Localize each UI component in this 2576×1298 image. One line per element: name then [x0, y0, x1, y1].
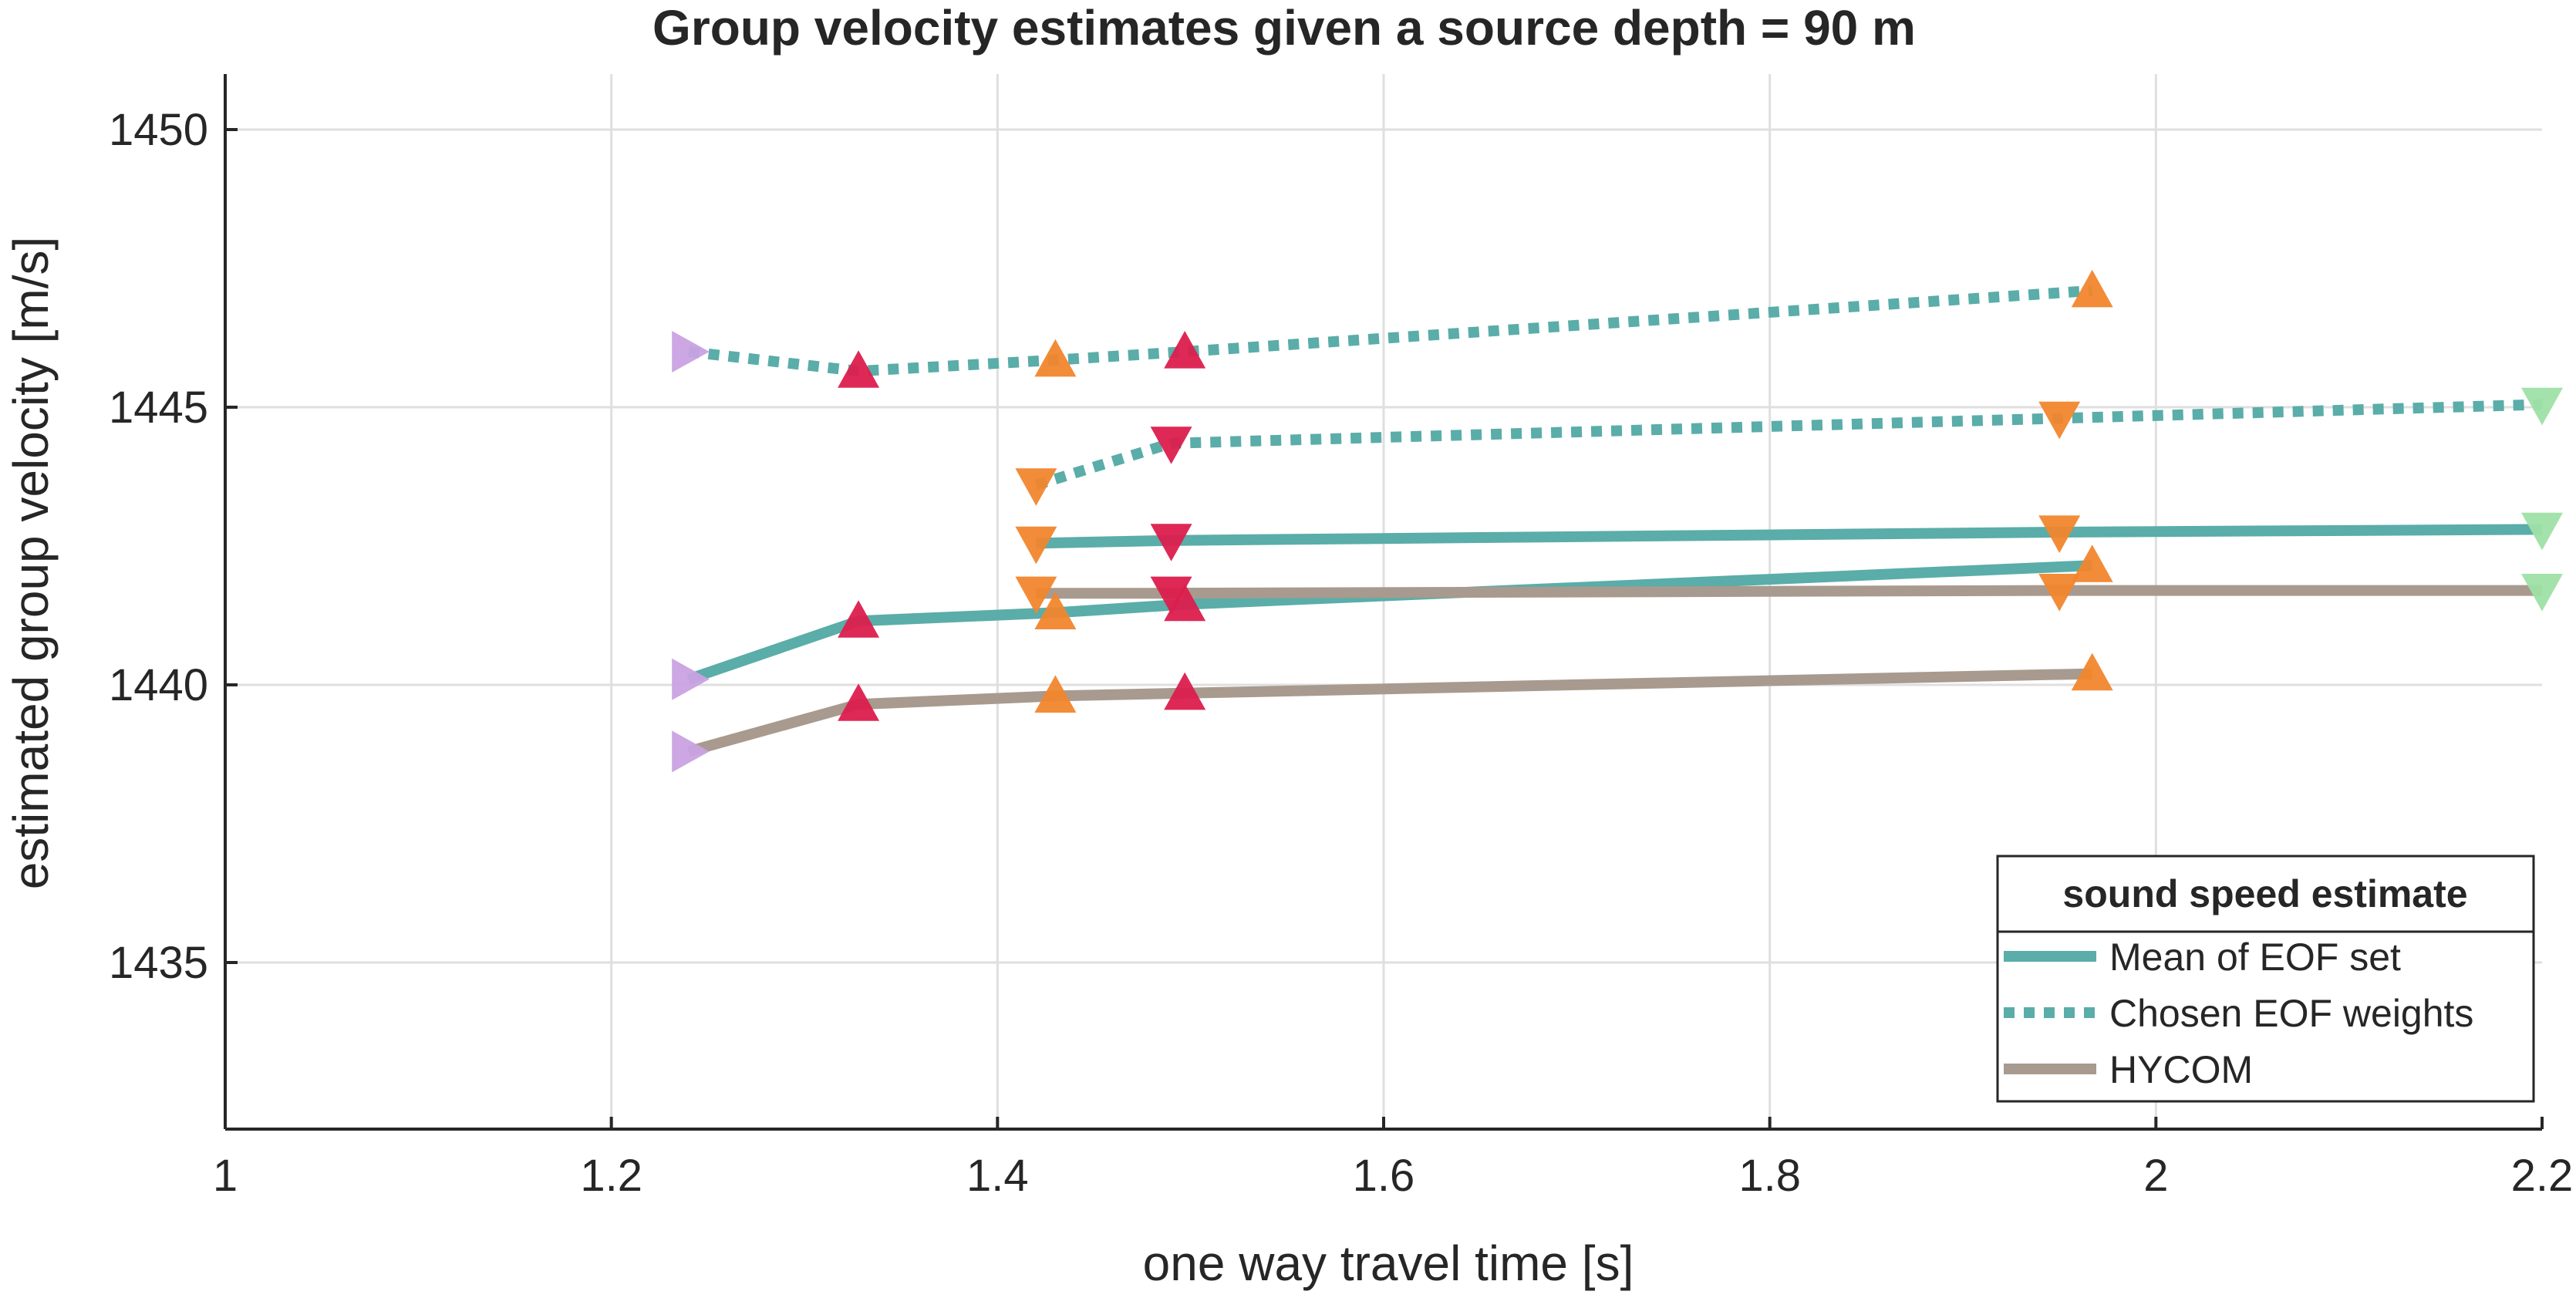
data-point-marker: [1015, 526, 1057, 565]
data-point-marker: [1034, 339, 1077, 377]
data-point-marker: [2038, 401, 2081, 440]
y-tick-label: 1440: [109, 660, 208, 710]
data-point-marker: [1164, 331, 1206, 369]
data-point-marker: [1150, 524, 1192, 561]
x-tick-label: 1.6: [1353, 1151, 1415, 1201]
data-point-marker: [1015, 468, 1057, 506]
legend-label-hycom: HYCOM: [2109, 1048, 2253, 1091]
series-line-solid: [1036, 585, 2542, 599]
series-line-solid: [1036, 524, 2543, 549]
data-point-marker: [2521, 574, 2563, 612]
data-point-marker: [2521, 387, 2563, 426]
y-tick-label: 1450: [109, 105, 208, 155]
data-point-marker: [672, 730, 710, 773]
y-axis-label: estimated group velocity [m/s]: [3, 237, 59, 890]
legend-label-mean: Mean of EOF set: [2109, 936, 2401, 979]
tick-labels: 1 1.2 1.4 1.6 1.8 2 2.2 1435 1440 1445 1450: [109, 105, 2573, 1201]
data-point-marker: [2038, 574, 2081, 612]
data-point-marker: [1015, 576, 1057, 615]
data-point-marker: [2071, 544, 2113, 582]
data-point-marker: [1034, 592, 1077, 629]
data-point-marker: [2521, 512, 2563, 551]
legend-label-chosen: Chosen EOF weights: [2109, 992, 2473, 1035]
data-point-marker: [1150, 426, 1192, 464]
y-tick-label: 1435: [109, 938, 208, 988]
data-point-marker: [1150, 576, 1192, 615]
x-tick-label: 1.2: [580, 1151, 642, 1201]
x-tick-label: 1.4: [966, 1151, 1029, 1201]
x-axis-label: one way travel time [s]: [1143, 1236, 1634, 1291]
legend-box: [1996, 855, 2535, 1103]
data-point-marker: [838, 600, 880, 638]
chart-title: Group velocity estimates given a source …: [652, 0, 1916, 56]
data-point-marker: [672, 658, 710, 700]
series-line-dotted: [1034, 399, 2543, 491]
data-point-marker: [838, 350, 880, 388]
legend: sound speed estimate Mean of EOF set Cho…: [1996, 855, 2535, 1103]
x-tick-label: 1.8: [1738, 1151, 1801, 1201]
axes: [224, 74, 2544, 1131]
x-tick-label: 1: [213, 1151, 238, 1201]
series-markers: [672, 269, 2563, 773]
data-point-marker: [1164, 672, 1206, 710]
data-point-marker: [1164, 583, 1206, 622]
data-point-marker: [672, 331, 710, 373]
data-point-marker: [2071, 652, 2113, 691]
y-tick-label: 1445: [109, 383, 208, 433]
x-tick-label: 2.2: [2511, 1151, 2574, 1201]
data-point-marker: [2038, 515, 2081, 553]
data-point-marker: [838, 683, 880, 721]
x-tick-label: 2: [2143, 1151, 2168, 1201]
data-point-marker: [2071, 269, 2113, 308]
data-point-marker: [1034, 675, 1077, 713]
legend-title: sound speed estimate: [2062, 872, 2467, 915]
